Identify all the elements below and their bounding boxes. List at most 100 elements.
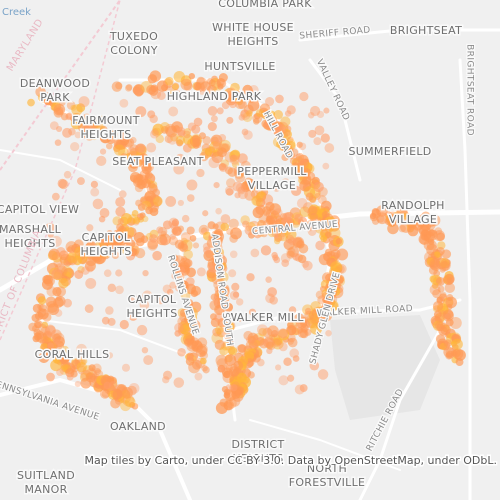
heat-point	[162, 220, 172, 230]
heat-point	[99, 125, 108, 134]
heat-point	[328, 225, 335, 232]
heat-point	[175, 153, 185, 163]
heat-point	[207, 233, 217, 243]
heat-point	[146, 142, 157, 153]
place-label: DEANWOOD	[20, 77, 90, 90]
heat-point	[272, 338, 281, 347]
heat-point	[209, 300, 220, 311]
place-label: VILLAGE	[389, 213, 437, 226]
heat-point	[184, 298, 194, 308]
heat-point	[420, 220, 432, 232]
place-label: OAKLAND	[110, 420, 166, 433]
heat-point	[188, 72, 196, 80]
place-label: WALKER MILL	[226, 311, 304, 324]
heat-point	[296, 141, 303, 148]
heat-point	[165, 195, 177, 207]
heat-point	[292, 253, 301, 261]
heat-point	[86, 265, 94, 273]
heat-point	[320, 133, 330, 143]
heat-point	[128, 382, 140, 394]
heat-point	[322, 162, 330, 170]
heat-point	[309, 105, 321, 117]
heat-point	[306, 219, 316, 230]
heat-point	[253, 118, 260, 125]
heat-point	[245, 336, 253, 343]
heat-point	[119, 319, 129, 330]
heat-point	[271, 330, 279, 338]
heat-point	[180, 290, 191, 301]
heat-point	[55, 106, 64, 115]
heat-point	[217, 271, 229, 283]
heat-point	[292, 355, 300, 362]
heat-point	[298, 142, 307, 151]
heat-point	[232, 181, 243, 192]
heat-point	[61, 363, 69, 371]
heat-point	[221, 386, 229, 393]
heat-point	[184, 338, 193, 347]
park	[330, 315, 440, 420]
heat-point	[74, 239, 84, 250]
heat-point	[50, 235, 62, 247]
heat-point	[314, 125, 325, 136]
heat-point	[207, 106, 218, 116]
heat-point	[272, 225, 281, 234]
heat-point	[132, 216, 141, 225]
heat-point	[226, 178, 236, 188]
heat-point	[92, 363, 102, 374]
place-label: CORAL HILLS	[35, 348, 110, 361]
heat-point	[426, 229, 438, 241]
heat-point	[57, 178, 68, 189]
heat-point	[186, 194, 195, 202]
heat-point	[307, 111, 315, 119]
heat-point	[302, 260, 313, 271]
heat-point	[309, 361, 320, 371]
heat-point	[186, 226, 195, 235]
heat-point	[52, 286, 62, 297]
heat-point	[284, 110, 292, 117]
heat-point	[262, 206, 272, 215]
heat-point	[168, 106, 179, 117]
heat-point	[135, 247, 146, 259]
heat-point	[237, 153, 248, 164]
heat-point	[291, 185, 302, 196]
heat-point	[136, 144, 146, 154]
heat-point	[213, 182, 220, 189]
heat-point	[284, 138, 296, 150]
heat-point	[440, 291, 447, 298]
heat-point	[130, 295, 139, 304]
heat-point	[100, 234, 110, 244]
place-label: DISTRICT	[231, 438, 284, 451]
heat-point	[74, 131, 82, 139]
heat-point	[221, 143, 231, 153]
heat-point	[188, 361, 201, 374]
heat-point	[240, 109, 251, 121]
heat-point	[128, 151, 140, 163]
heat-point	[115, 285, 124, 295]
heat-point	[249, 181, 258, 190]
heat-point	[280, 116, 291, 127]
heat-point	[454, 349, 466, 361]
heat-point	[401, 212, 409, 220]
heat-point	[85, 368, 97, 380]
heat-point	[107, 283, 117, 293]
heat-point	[308, 129, 317, 138]
heat-point	[223, 392, 231, 399]
heat-point	[305, 223, 315, 232]
heat-point	[220, 284, 230, 294]
heat-point	[66, 252, 79, 264]
heat-point	[109, 135, 117, 143]
heat-point	[191, 285, 202, 296]
road-label: BRIGHTSEAT ROAD	[465, 44, 475, 136]
heat-point	[212, 295, 224, 306]
heat-point	[152, 250, 162, 261]
heat-point	[115, 206, 126, 217]
heat-point	[125, 251, 136, 261]
heat-point	[56, 246, 66, 257]
heat-point	[45, 325, 56, 337]
heat-point	[141, 178, 151, 189]
heat-point	[111, 251, 120, 260]
heat-point	[304, 328, 312, 336]
heat-point	[320, 309, 333, 322]
heat-point	[106, 352, 114, 359]
heat-point	[280, 253, 291, 263]
